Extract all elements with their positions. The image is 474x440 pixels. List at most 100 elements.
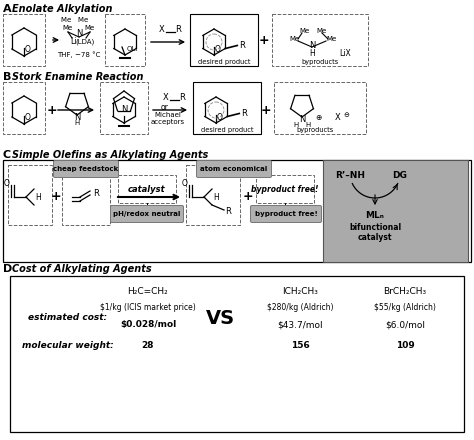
Text: +: + [46,103,57,117]
Text: +: + [261,103,271,117]
Text: Michael: Michael [155,112,182,118]
Text: H: H [74,120,80,126]
Text: O: O [215,44,221,54]
Text: B: B [3,72,11,82]
Bar [10,276,464,432]
Text: +: + [259,33,269,47]
Text: estimated cost:: estimated cost: [28,313,108,323]
FancyBboxPatch shape [250,205,321,223]
Text: O: O [217,113,223,121]
Text: N: N [309,40,315,49]
Text: $55/kg (Aldrich): $55/kg (Aldrich) [374,304,436,312]
Text: $6.0/mol: $6.0/mol [385,320,425,330]
Text: ⊖: ⊖ [343,112,349,118]
Text: N: N [121,105,127,114]
Text: H: H [35,192,41,202]
Text: +: + [51,191,61,203]
Text: X: X [159,26,165,34]
Bar [190,14,258,66]
Text: R: R [239,41,245,50]
Bar [100,82,148,134]
Text: MLₙ: MLₙ [365,210,384,220]
Text: Cost of Alkylating Agents: Cost of Alkylating Agents [12,264,152,274]
Text: O: O [25,45,31,55]
Text: N: N [74,113,80,121]
Text: catalyst: catalyst [358,232,392,242]
Text: byproducts: byproducts [296,127,334,133]
Text: H: H [213,192,219,202]
Text: Me: Me [290,36,300,42]
Text: cheap feedstock: cheap feedstock [54,166,118,172]
Text: Enolate Alkylation: Enolate Alkylation [12,4,112,14]
Text: H₂C=CH₂: H₂C=CH₂ [128,287,168,297]
Text: Li: Li [71,37,77,47]
Text: A: A [3,4,12,14]
Bar [105,14,145,66]
Bar [256,175,314,203]
Bar [3,160,471,262]
Text: R: R [225,206,231,216]
Text: $280/kg (Aldrich): $280/kg (Aldrich) [267,304,333,312]
Text: Me: Me [300,28,310,34]
Text: acceptors: acceptors [151,119,185,125]
Text: 28: 28 [142,341,154,349]
Text: bifunctional: bifunctional [349,224,401,232]
Text: X: X [163,93,169,103]
Text: +: + [243,191,253,203]
FancyBboxPatch shape [54,161,118,177]
Text: R: R [241,109,247,118]
Text: N: N [76,29,82,37]
Text: THF, −78 °C: THF, −78 °C [57,51,100,59]
Text: DG: DG [392,170,408,180]
Bar [323,160,468,262]
Text: C: C [3,150,11,160]
FancyBboxPatch shape [197,161,272,177]
Text: byproducts: byproducts [301,59,338,65]
Bar [62,165,110,225]
Text: 156: 156 [291,341,310,349]
Text: desired product: desired product [201,127,253,133]
Text: R: R [179,93,185,103]
Text: X: X [335,114,341,122]
Bar [3,82,45,134]
Text: O: O [182,179,188,187]
Text: O: O [4,179,10,187]
Text: H: H [305,122,310,128]
Text: H: H [309,48,315,58]
Text: byproduct free!: byproduct free! [251,186,319,194]
Text: $1/kg (ICIS market price): $1/kg (ICIS market price) [100,304,196,312]
Text: Me: Me [63,25,73,31]
Text: atom economical: atom economical [201,166,268,172]
Text: D: D [3,264,12,274]
Text: Me: Me [327,36,337,42]
Text: LiX: LiX [339,48,351,58]
Text: ICH₂CH₃: ICH₂CH₃ [282,287,318,297]
FancyBboxPatch shape [110,205,183,223]
Text: or: or [161,103,169,111]
Text: pH/redox neutral: pH/redox neutral [113,211,181,217]
Text: (LDA): (LDA) [75,39,95,45]
Text: Stork Enamine Reaction: Stork Enamine Reaction [12,72,144,82]
Text: 109: 109 [396,341,414,349]
Text: OLi: OLi [127,46,137,52]
Text: $43.7/mol: $43.7/mol [277,320,323,330]
Bar [193,82,261,134]
Text: R: R [175,26,181,34]
Text: $0.028/mol: $0.028/mol [120,320,176,330]
Text: catalyst: catalyst [128,186,166,194]
Text: Me: Me [317,28,327,34]
Text: N: N [299,114,305,124]
Text: byproduct free!: byproduct free! [255,211,318,217]
Text: O: O [25,114,31,122]
Text: desired product: desired product [198,59,250,65]
Bar [118,175,176,203]
Text: BrCH₂CH₃: BrCH₂CH₃ [383,287,427,297]
Text: Simple Olefins as Alkylating Agents: Simple Olefins as Alkylating Agents [12,150,208,160]
Text: Me: Me [85,25,95,31]
Text: R’–NH: R’–NH [335,170,365,180]
Bar [272,14,368,66]
Text: Me   Me: Me Me [61,17,89,23]
Bar [8,165,52,225]
Bar [274,82,366,134]
Text: ⊕: ⊕ [315,114,321,122]
